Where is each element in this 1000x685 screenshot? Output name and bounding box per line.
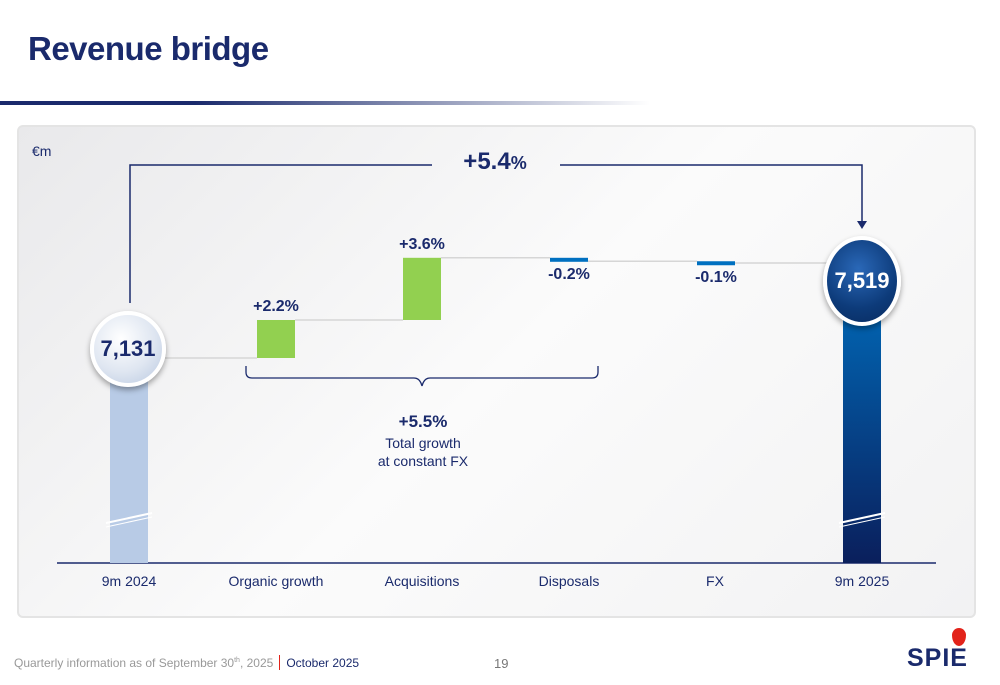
constant-fx-line1: Total growth	[385, 435, 461, 451]
constant-fx-value: +5.5%	[398, 412, 448, 431]
unit-label: €m	[32, 143, 52, 159]
footer-year: , 2025	[239, 655, 274, 670]
spie-logo: SPIE	[907, 644, 968, 672]
chart-panel	[17, 125, 976, 618]
delta-label-fx: -0.1%	[695, 269, 737, 287]
delta-bar-2	[550, 257, 588, 262]
start-value-bubble: 7,131	[90, 311, 166, 387]
category-organic-growth: Organic growth	[228, 573, 324, 589]
axis-break-mark	[105, 516, 153, 528]
delta-label-disposals: -0.2%	[548, 265, 590, 283]
footer-sup: th	[234, 656, 240, 664]
constant-fx-annotation: +5.5% Total growth at constant FX	[373, 412, 473, 469]
category-disposals: Disposals	[538, 573, 600, 589]
category-9m-2025: 9m 2025	[834, 573, 890, 589]
total-change-value: +5.4	[463, 148, 511, 175]
delta-label-acquisitions: +3.6%	[399, 235, 445, 253]
footer: Quarterly information as of September 30…	[14, 655, 359, 670]
category-fx: FX	[706, 573, 724, 589]
page-title: Revenue bridge	[28, 30, 269, 67]
footer-divider	[279, 655, 281, 670]
axis-break-mark	[838, 512, 886, 524]
delta-bar-3	[697, 261, 735, 266]
footer-date: October 2025	[286, 655, 360, 670]
total-change-label: +5.4%	[440, 148, 550, 176]
end-value-bubble: 7,519	[823, 236, 901, 326]
total-change-unit: %	[510, 153, 527, 173]
footer-text: Quarterly information as of September 30	[14, 655, 235, 670]
delta-label-organic: +2.2%	[253, 297, 299, 315]
total-change-bracket	[129, 164, 863, 303]
arrow-down-icon	[857, 221, 867, 229]
delta-bar-0	[257, 319, 295, 358]
page-number: 19	[494, 656, 509, 671]
growth-brace	[245, 366, 599, 387]
bar-9m-2024	[110, 358, 148, 563]
title-rule	[0, 101, 650, 105]
spie-flame-icon	[952, 628, 966, 646]
category-acquisitions: Acquisitions	[384, 573, 460, 589]
axis-break-mark	[838, 516, 886, 528]
constant-fx-line2: at constant FX	[377, 453, 469, 469]
category-9m-2024: 9m 2024	[101, 573, 157, 589]
footer-note: Quarterly information as of September 30…	[14, 656, 273, 670]
delta-bar-1	[403, 257, 441, 320]
axis-break-mark	[105, 512, 153, 524]
